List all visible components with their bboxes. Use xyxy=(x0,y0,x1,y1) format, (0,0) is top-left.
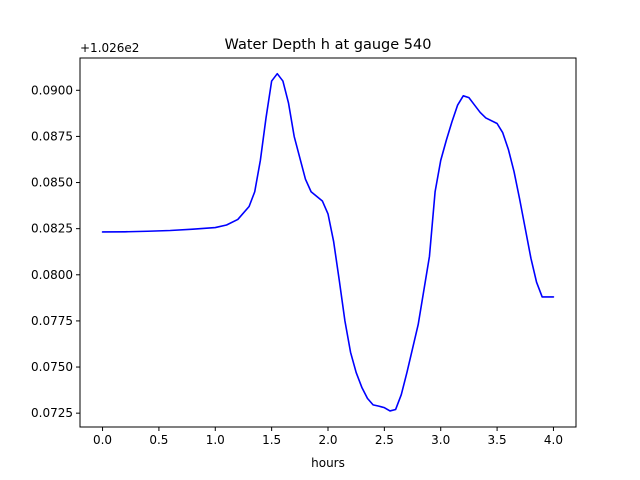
y-tick-label: 0.0900 xyxy=(31,83,73,97)
x-tick-label: 1.0 xyxy=(206,433,225,447)
x-tick-label: 3.5 xyxy=(488,433,507,447)
y-tick-label: 0.0750 xyxy=(31,360,73,374)
plot-frame xyxy=(79,57,577,428)
y-tick-label: 0.0850 xyxy=(31,176,73,190)
y-tick-label: 0.0825 xyxy=(31,222,73,236)
y-tick-label: 0.0775 xyxy=(31,314,73,328)
x-axis: 0.0 0.5 1.0 1.5 2.0 2.5 3.0 3.5 4.0 xyxy=(93,427,563,447)
y-offset-label: +1.026e2 xyxy=(80,41,139,55)
x-tick-label: 3.0 xyxy=(431,433,450,447)
y-tick-label: 0.0875 xyxy=(31,129,73,143)
y-tick-label: 0.0725 xyxy=(31,406,73,420)
x-tick-label: 2.5 xyxy=(375,433,394,447)
x-tick-label: 0.5 xyxy=(149,433,168,447)
x-tick-label: 0.0 xyxy=(93,433,112,447)
x-axis-label: hours xyxy=(311,456,345,470)
x-tick-label: 1.5 xyxy=(262,433,281,447)
y-tick-label: 0.0800 xyxy=(31,268,73,282)
x-tick-label: 2.0 xyxy=(318,433,337,447)
y-axis: 0.0725 0.0750 0.0775 0.0800 0.0825 0.0850 0.08… xyxy=(31,83,80,420)
series-line-0 xyxy=(101,72,555,412)
x-tick-label: 4.0 xyxy=(544,433,563,447)
chart-title: Water Depth h at gauge 540 xyxy=(225,37,432,53)
